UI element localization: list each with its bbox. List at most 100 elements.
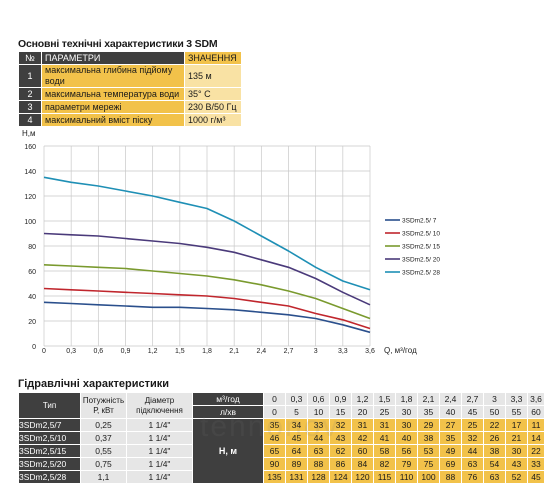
- x-tick-label: 2,7: [284, 348, 294, 355]
- series-line-3: [43, 232, 371, 306]
- flow-m3-value: 0: [263, 392, 287, 406]
- pump-power: 0,25: [80, 418, 127, 432]
- head-value: 32: [461, 431, 485, 445]
- spec-title: Основні технічні характеристики 3 SDM: [18, 38, 218, 50]
- x-tick-label: 0: [42, 348, 46, 355]
- flow-lpm-value: 40: [439, 405, 463, 419]
- pump-diameter: 1 1/4": [126, 470, 193, 484]
- flow-lpm-value: 50: [483, 405, 507, 419]
- spec-row-param: максимальний вміст піску: [41, 113, 185, 127]
- pump-type: 3SDm2,5/10: [18, 431, 81, 445]
- head-value: 53: [417, 444, 441, 458]
- head-value: 45: [285, 431, 309, 445]
- head-value: 31: [351, 418, 375, 432]
- head-value: 63: [483, 470, 507, 484]
- pump-diameter: 1 1/4": [126, 431, 193, 445]
- spec-row-number: 2: [18, 87, 42, 101]
- head-value: 100: [417, 470, 441, 484]
- head-value: 14: [527, 431, 545, 445]
- head-value: 69: [439, 457, 463, 471]
- head-value: 30: [505, 444, 529, 458]
- head-value: 86: [329, 457, 353, 471]
- flow-lpm-value: 20: [351, 405, 375, 419]
- flow-lpm-value: 35: [417, 405, 441, 419]
- head-value: 27: [439, 418, 463, 432]
- flow-lpm-value: 60: [527, 405, 545, 419]
- pump-type: 3SDm2,5/15: [18, 444, 81, 458]
- y-tick-label: 80: [28, 244, 36, 251]
- head-value: 38: [483, 444, 507, 458]
- flow-lpm-value: 25: [373, 405, 397, 419]
- spec-row: 4 максимальний вміст піску 1000 г/м³: [18, 113, 242, 127]
- head-value: 38: [417, 431, 441, 445]
- pump-diameter: 1 1/4": [126, 457, 193, 471]
- x-tick-label: 3,6: [365, 348, 375, 355]
- spec-header-param: ПАРАМЕТРИ: [41, 51, 185, 65]
- head-value: 44: [461, 444, 485, 458]
- flow-m3-value: 2,7: [461, 392, 485, 406]
- spec-row: 3 параметри мережі 230 В/50 Гц: [18, 100, 242, 114]
- pump-type: 3SDm2,5/28: [18, 470, 81, 484]
- y-tick-label: 100: [24, 219, 36, 226]
- flow-m3-value: 1,5: [373, 392, 397, 406]
- col-type-header: Тип: [18, 392, 81, 419]
- head-value: 88: [307, 457, 331, 471]
- flow-m3-value: 2,1: [417, 392, 441, 406]
- pump-power: 0,55: [80, 444, 127, 458]
- spec-header-value: ЗНАЧЕННЯ: [184, 51, 242, 65]
- head-value: 52: [505, 470, 529, 484]
- head-value: 40: [395, 431, 419, 445]
- x-tick-label: 0,9: [121, 348, 131, 355]
- series-line-1: [43, 287, 371, 330]
- spec-row-param: максимальна глибина підйому води: [41, 64, 185, 88]
- flow-m3-value: 3,3: [505, 392, 529, 406]
- head-value: 63: [307, 444, 331, 458]
- pump-curve-chart: 0 20 40 60 80 100 120 140 160 0 0,3 0,6 0,9 1,2 1,5 1,8…: [22, 129, 440, 355]
- head-value: 22: [483, 418, 507, 432]
- head-value: 58: [373, 444, 397, 458]
- head-value: 29: [417, 418, 441, 432]
- spec-row-param: параметри мережі: [41, 100, 185, 114]
- legend-label: 3SDm2.5/ 10: [402, 231, 440, 238]
- head-value: 26: [483, 431, 507, 445]
- head-value: 124: [329, 470, 353, 484]
- flow-m3-value: 0,3: [285, 392, 309, 406]
- x-tick-label: 1,5: [175, 348, 185, 355]
- head-value: 84: [351, 457, 375, 471]
- x-tick-label: 1,2: [148, 348, 158, 355]
- head-value: 31: [373, 418, 397, 432]
- pump-power: 0,75: [80, 457, 127, 471]
- x-tick-label: 0,3: [66, 348, 76, 355]
- flow-m3-value: 1,8: [395, 392, 419, 406]
- head-value: 60: [351, 444, 375, 458]
- head-value: 21: [505, 431, 529, 445]
- head-value: 115: [373, 470, 397, 484]
- watermark: tehnonov: [200, 410, 340, 443]
- head-value: 62: [329, 444, 353, 458]
- y-tick-label: 20: [28, 319, 36, 326]
- head-value: 65: [263, 444, 287, 458]
- spec-row-value: 35° С: [184, 87, 242, 101]
- head-value: 75: [417, 457, 441, 471]
- spec-row-value: 135 м: [184, 64, 242, 88]
- hydraulic-title: Гідравлічні характеристики: [18, 378, 170, 390]
- series-line-2: [43, 264, 371, 320]
- head-value: 110: [395, 470, 419, 484]
- head-value: 76: [461, 470, 485, 484]
- series-line-0: [43, 301, 371, 334]
- head-label: Н, м: [191, 418, 265, 484]
- head-value: 63: [461, 457, 485, 471]
- x-tick-label: 3,3: [338, 348, 348, 355]
- col-diameter-header: Діаметр підключення: [126, 392, 193, 419]
- head-value: 43: [505, 457, 529, 471]
- pump-power: 1,1: [80, 470, 127, 484]
- flow-m3-value: 0,6: [307, 392, 331, 406]
- head-value: 56: [395, 444, 419, 458]
- flow-m3-value: 0,9: [329, 392, 353, 406]
- spec-row-value: 1000 г/м³: [184, 113, 242, 127]
- head-value: 42: [351, 431, 375, 445]
- pump-diameter: 1 1/4": [126, 444, 193, 458]
- x-tick-label: 0,6: [93, 348, 103, 355]
- y-axis-label: H,м: [22, 129, 36, 138]
- table-row: 3SDm2,5/20 0,75 1 1/4" 90 89 88 86 84 82 79 75 69 63…: [18, 457, 545, 471]
